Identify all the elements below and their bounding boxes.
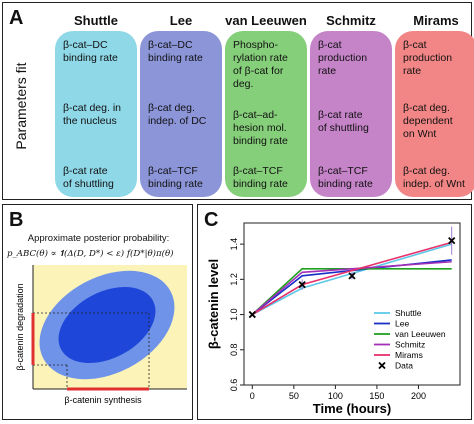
x-tick-label: 150	[369, 391, 384, 401]
data-point	[448, 236, 456, 245]
parameter-text: β-cat–DC binding rate	[148, 39, 203, 64]
series-line-2	[251, 267, 452, 316]
model-box-4: β-cat production rate β-cat deg. dependen…	[395, 31, 474, 197]
panel-b: B Approximate posterior probability: p_A…	[2, 204, 193, 420]
panel-a-letter: A	[9, 7, 24, 29]
model-header-2: van Leeuwen	[225, 13, 307, 28]
model-header-4: Mirams	[413, 13, 459, 28]
y-axis-label: β-catenin degradation	[15, 283, 25, 370]
model-box-2: Phospho- rylation rate of β-cat for deg.…	[225, 31, 307, 197]
parameter-text: Phospho- rylation rate of β-cat for deg.	[233, 39, 288, 90]
x-tick-label: 50	[289, 391, 299, 401]
panel-c: C 0.6 0.8 1.0 1.2 1.4 0 50 100 150 200 Time (hours…	[197, 204, 472, 420]
x-tick-label: 0	[250, 391, 255, 401]
model-box-3: β-cat production rate β-cat rate of shutt…	[310, 31, 392, 197]
posterior-title: Approximate posterior probability:	[27, 233, 170, 244]
parameter-text: β-cat rate of shuttling	[318, 108, 369, 134]
parameters-fit-label: Parameters fit	[13, 62, 29, 150]
legend-label-4: Mirams	[395, 350, 423, 360]
legend-label-2: van Leeuwen	[395, 329, 446, 339]
y-tick-label: 1.0	[229, 308, 239, 321]
panel-c-letter: C	[204, 209, 219, 231]
legend-label-1: Lee	[395, 319, 409, 329]
inner-posterior-ellipse	[58, 286, 156, 364]
y-tick-label: 0.8	[229, 344, 239, 357]
legend-label-0: Shuttle	[395, 308, 422, 318]
x-tick-label: 200	[411, 391, 426, 401]
parameter-text: β-cat production rate	[403, 39, 453, 77]
y-axis-label: β-catenin level	[206, 259, 221, 349]
data-point	[248, 310, 256, 319]
series-line-3	[251, 260, 452, 316]
model-header-1: Lee	[169, 13, 193, 28]
parameter-text: β-cat deg. indep. of DC	[148, 102, 207, 127]
line-chart: 0.6 0.8 1.0 1.2 1.4 0 50 100 150 200 Time (hours) β…	[206, 222, 461, 416]
model-box-0: β-cat–DC binding rate β-cat deg. in the n…	[55, 31, 137, 197]
y-tick-label: 0.6	[229, 379, 239, 392]
model-header-3: Schmitz	[326, 13, 376, 28]
parameter-text: β-cat–TCF binding rate	[233, 165, 288, 190]
y-tick-label: 1.2	[229, 273, 239, 286]
parameter-text: β-cat–TCF binding rate	[318, 165, 373, 190]
parameter-text: β-cat deg. dependent on Wnt	[403, 102, 453, 140]
panel-b-letter: B	[9, 209, 24, 231]
data-point	[298, 280, 306, 289]
model-header-0: Shuttle	[73, 13, 119, 28]
parameter-text: β-cat deg. in the nucleus	[63, 102, 121, 127]
legend-label-3: Schmitz	[395, 340, 425, 350]
plot-frame	[243, 222, 461, 386]
model-box-1: β-cat–DC binding rate β-cat deg. indep. o…	[140, 31, 222, 197]
legend-label-data: Data	[395, 361, 413, 371]
legend-data-marker	[378, 361, 386, 370]
data-point	[348, 272, 356, 280]
parameter-text: β-cat rate of shuttling	[63, 165, 114, 190]
parameter-text: β-cat–TCF binding rate	[148, 165, 203, 190]
y-tick-label: 1.4	[229, 238, 239, 251]
x-axis-label: Time (hours)	[313, 401, 392, 416]
parameter-text: β-cat production rate	[318, 39, 368, 77]
parameter-text: β-cat deg. indep. of Wnt	[403, 165, 465, 190]
series-line-0	[251, 243, 452, 316]
parameter-text: β-cat–DC binding rate	[63, 39, 118, 64]
panel-a: A Parameters fit Shuttle β-cat–DC binding…	[2, 2, 474, 200]
x-tick-label: 100	[328, 391, 343, 401]
parameter-text: β-cat–ad- hesion mol. binding rate	[233, 108, 288, 147]
posterior-formula: p_ABC(θ) ∝ 𝟏(Δ(D, D*) < ε) f(D*|θ)π(θ)	[7, 249, 174, 259]
x-axis-label: β-catenin synthesis	[64, 395, 142, 405]
posterior-diagram: β-catenin degradation β-catenin synthesi…	[15, 265, 187, 405]
